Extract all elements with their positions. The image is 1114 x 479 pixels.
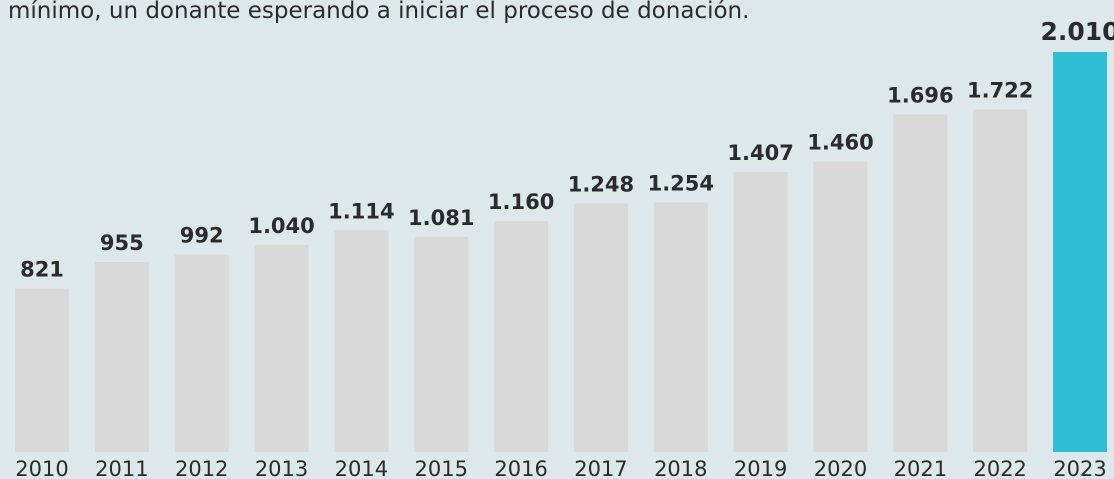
- value-label: 992: [180, 224, 224, 248]
- x-tick-label: 2012: [175, 457, 228, 479]
- x-tick-label: 2019: [734, 457, 787, 479]
- value-label: 1.248: [568, 173, 634, 197]
- bar: [1053, 52, 1108, 452]
- bar: [973, 109, 1028, 453]
- value-label: 821: [20, 258, 64, 282]
- bar: [94, 261, 149, 452]
- value-label: 2.010: [1041, 17, 1114, 46]
- bar: [15, 288, 69, 452]
- x-tick-label: 2020: [814, 457, 867, 479]
- x-tick-label: 2023: [1053, 457, 1106, 479]
- x-tick-label: 2015: [415, 457, 468, 479]
- bar: [494, 221, 549, 452]
- bar: [813, 161, 868, 452]
- bar: [733, 172, 788, 452]
- value-label: 1.696: [887, 83, 953, 107]
- chart-subtitle: mínimo, un donante esperando a iniciar e…: [8, 0, 749, 24]
- x-tick-label: 2011: [95, 457, 148, 479]
- x-tick-label: 2018: [654, 457, 707, 479]
- value-label: 1.722: [967, 78, 1033, 102]
- bar: [653, 202, 708, 452]
- value-label: 1.160: [488, 190, 554, 214]
- value-label: 1.114: [328, 199, 394, 223]
- value-label: 1.407: [727, 141, 793, 165]
- value-label: 955: [100, 231, 144, 255]
- bar: [414, 236, 469, 452]
- x-tick-label: 2022: [973, 457, 1026, 479]
- bar: [573, 203, 628, 452]
- value-label: 1.460: [807, 130, 873, 154]
- value-label: 1.254: [648, 171, 714, 195]
- x-tick-label: 2013: [255, 457, 308, 479]
- x-tick-label: 2017: [574, 457, 627, 479]
- bar: [334, 230, 389, 452]
- x-tick-label: 2014: [335, 457, 388, 479]
- value-label: 1.081: [408, 206, 474, 230]
- bar: [254, 245, 309, 452]
- bar: [893, 114, 948, 453]
- bar: [174, 254, 229, 452]
- x-tick-label: 2016: [494, 457, 547, 479]
- x-tick-label: 2021: [894, 457, 947, 479]
- value-label: 1.040: [248, 214, 314, 238]
- x-tick-label: 2010: [15, 457, 68, 479]
